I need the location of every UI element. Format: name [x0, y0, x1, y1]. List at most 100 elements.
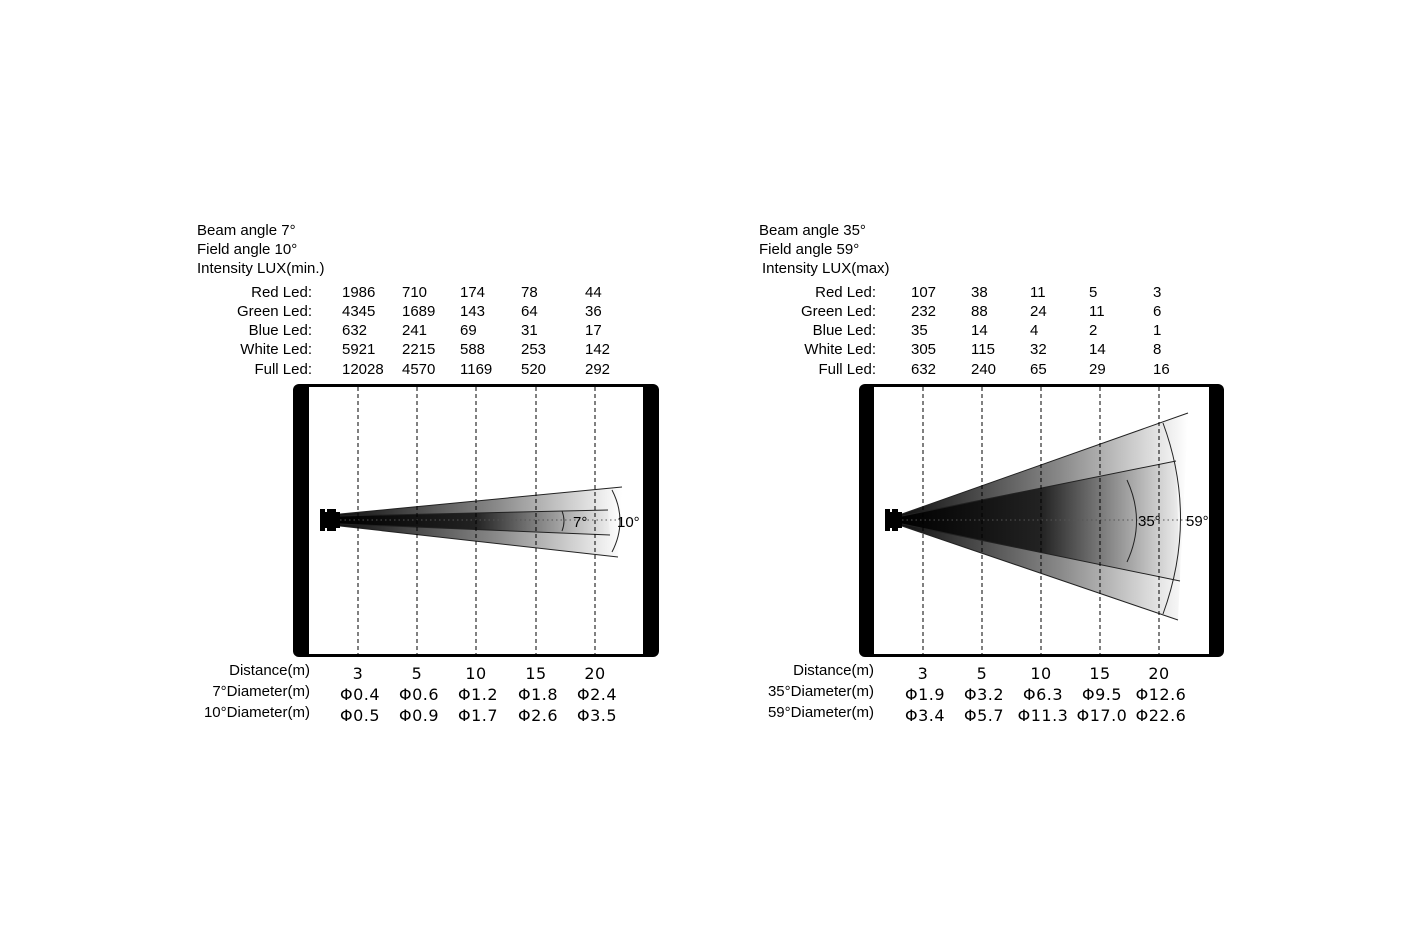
header-line: Intensity LUX(min.) — [197, 260, 325, 277]
diam2-value: Φ17.0 — [1077, 706, 1128, 725]
led-row-label: Red Led: — [815, 284, 876, 301]
row-label-diam1: 7°Diameter(m) — [212, 683, 310, 700]
cone-edge — [339, 523, 611, 536]
distances-value: 10 — [465, 664, 486, 683]
lux-value: 115 — [971, 341, 995, 358]
diam2-value: Φ2.6 — [518, 706, 558, 725]
diam2-value: Φ0.5 — [340, 706, 380, 725]
lux-value: 4345 — [342, 303, 375, 320]
diam1-value: Φ1.2 — [458, 685, 498, 704]
distances-value: 10 — [1030, 664, 1051, 683]
diam2-value: Φ3.5 — [577, 706, 617, 725]
lux-value: 44 — [585, 284, 602, 301]
lux-value: 241 — [402, 322, 427, 339]
led-row-label: Green Led: — [801, 303, 876, 320]
row-label-distances: Distance(m) — [229, 662, 310, 679]
distances-value: 20 — [1148, 664, 1169, 683]
cone-edge — [901, 523, 1181, 582]
lux-value: 1986 — [342, 284, 375, 301]
row-label-diam1: 35°Diameter(m) — [768, 683, 874, 700]
lux-value: 29 — [1089, 361, 1106, 378]
lux-value: 232 — [911, 303, 936, 320]
header-line: Beam angle 35° — [759, 222, 866, 239]
lux-value: 142 — [585, 341, 610, 358]
header-line: Field angle 10° — [197, 241, 297, 258]
field-angle-arc — [611, 489, 621, 553]
lux-value: 88 — [971, 303, 988, 320]
beam-angle-arc — [561, 510, 565, 532]
diam2-value: Φ5.7 — [964, 706, 1004, 725]
diam2-value: Φ1.7 — [458, 706, 498, 725]
distances-value: 20 — [584, 664, 605, 683]
field-angle-label: 10° — [617, 514, 640, 531]
lux-value: 710 — [402, 284, 427, 301]
lux-value: 520 — [521, 361, 546, 378]
cone-edge — [901, 525, 1179, 621]
fixture-icon — [885, 509, 902, 531]
diam1-value: Φ0.4 — [340, 685, 380, 704]
lux-value: 12028 — [342, 361, 384, 378]
beam-angle-label: 35° — [1138, 513, 1161, 530]
lux-value: 4 — [1030, 322, 1038, 339]
lux-value: 5921 — [342, 341, 375, 358]
distances-value: 15 — [1089, 664, 1110, 683]
row-label-distances: Distance(m) — [793, 662, 874, 679]
lux-value: 253 — [521, 341, 546, 358]
lux-value: 1689 — [402, 303, 435, 320]
lux-value: 2215 — [402, 341, 435, 358]
diam1-value: Φ2.4 — [577, 685, 617, 704]
lux-value: 11 — [1089, 303, 1105, 320]
led-row-label: White Led: — [804, 341, 876, 358]
lux-value: 240 — [971, 361, 996, 378]
led-row-label: Red Led: — [251, 284, 312, 301]
diam1-value: Φ6.3 — [1023, 685, 1063, 704]
lux-value: 292 — [585, 361, 610, 378]
lux-value: 632 — [342, 322, 367, 339]
lux-value: 16 — [1153, 361, 1170, 378]
distances-value: 15 — [525, 664, 546, 683]
lux-value: 11 — [1030, 284, 1046, 301]
header-line: Beam angle 7° — [197, 222, 296, 239]
diam1-value: Φ3.2 — [964, 685, 1004, 704]
lux-value: 64 — [521, 303, 538, 320]
diam1-value: Φ9.5 — [1082, 685, 1122, 704]
fixture-icon — [320, 509, 340, 531]
lux-value: 69 — [460, 322, 477, 339]
cone-edge — [901, 460, 1177, 517]
lux-value: 65 — [1030, 361, 1047, 378]
diam1-value: Φ1.9 — [905, 685, 945, 704]
header-line: Field angle 59° — [759, 241, 859, 258]
lux-value: 38 — [971, 284, 988, 301]
cone-edge — [901, 412, 1189, 515]
lux-value: 17 — [585, 322, 602, 339]
cone-edge — [339, 486, 623, 515]
lux-value: 3 — [1153, 284, 1161, 301]
lux-value: 143 — [460, 303, 485, 320]
lux-value: 14 — [1089, 341, 1106, 358]
diam2-value: Φ22.6 — [1136, 706, 1187, 725]
cone-edge — [339, 509, 609, 517]
beam-cone — [340, 510, 610, 535]
distances-value: 5 — [412, 664, 423, 683]
diam1-value: Φ1.8 — [518, 685, 558, 704]
lux-value: 588 — [460, 341, 485, 358]
diam2-value: Φ11.3 — [1018, 706, 1069, 725]
lux-value: 78 — [521, 284, 538, 301]
lux-value: 305 — [911, 341, 936, 358]
lux-value: 1 — [1153, 322, 1161, 339]
lux-value: 32 — [1030, 341, 1047, 358]
lux-value: 31 — [521, 322, 538, 339]
lux-value: 24 — [1030, 303, 1047, 320]
lux-value: 5 — [1089, 284, 1097, 301]
row-label-diam2: 10°Diameter(m) — [204, 704, 310, 721]
distances-value: 3 — [918, 664, 929, 683]
lux-value: 8 — [1153, 341, 1161, 358]
lux-value: 632 — [911, 361, 936, 378]
led-row-label: Blue Led: — [813, 322, 876, 339]
row-label-diam2: 59°Diameter(m) — [768, 704, 874, 721]
photometric-panel: Beam angle 7° Field angle 10° Intensity LU… — [197, 222, 659, 725]
diam1-value: Φ0.6 — [399, 685, 439, 704]
cone-edge — [339, 525, 619, 558]
lux-value: 174 — [460, 284, 485, 301]
